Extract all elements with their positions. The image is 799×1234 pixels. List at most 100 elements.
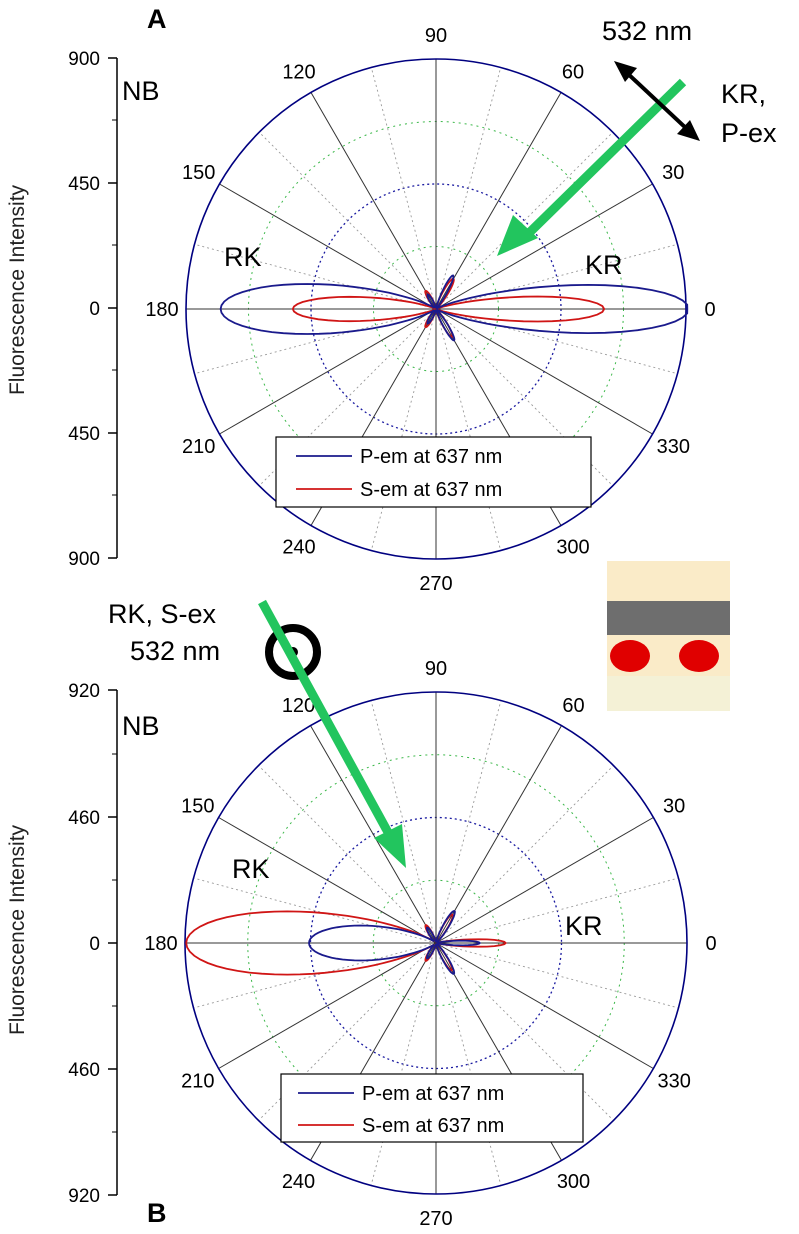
annotation-rk: RK: [224, 242, 262, 272]
radial-minor-line: [435, 308, 678, 375]
series-p-em: [219, 274, 689, 342]
angle-label-180: 180: [145, 299, 178, 321]
y-tick-label: 450: [68, 174, 100, 195]
annotation-kr: KR: [565, 911, 603, 941]
y-tick-label: 460: [68, 1060, 100, 1081]
radial-minor-line: [435, 942, 679, 1009]
polar-grid: [184, 691, 688, 1195]
radial-minor-line: [370, 67, 437, 310]
radial-line-330: [435, 942, 654, 1069]
radial-line-120: [310, 725, 437, 944]
schematic-particle: [610, 640, 650, 672]
angle-label-30: 30: [663, 796, 685, 818]
radial-minor-line: [435, 942, 614, 1121]
radial-line-120: [310, 92, 437, 310]
excitation-arrow-shaft: [524, 78, 687, 238]
radial-minor-line: [193, 942, 437, 1009]
angle-label-90: 90: [425, 658, 447, 680]
schematic-film-layer: [607, 601, 730, 635]
angle-label-30: 30: [662, 162, 684, 184]
y-tick-label: 0: [89, 934, 100, 955]
radial-line-150: [219, 183, 437, 310]
angle-label-150: 150: [181, 796, 214, 818]
y-tick-label: 900: [68, 549, 100, 570]
legend-box: [275, 436, 592, 508]
radial-minor-line: [435, 942, 502, 1186]
radial-minor-line: [258, 308, 437, 487]
sample-schematic: [607, 561, 730, 711]
excitation-label-kr: KR,: [721, 79, 766, 109]
excitation-wavelength: 532 nm: [602, 16, 692, 46]
radial-minor-line: [370, 308, 437, 551]
excitation-label-rk: RK, S-ex: [108, 599, 217, 629]
y-tick-label: 920: [68, 1186, 100, 1207]
radial-minor-line: [435, 67, 502, 310]
radial-line-150: [218, 817, 437, 944]
excitation-arrow-head: [497, 215, 538, 256]
excitation-wavelength: 532 nm: [130, 636, 220, 666]
y-tick-label: 900: [68, 49, 100, 70]
series-p-em: [308, 910, 482, 975]
legend-label-p-em: P-em at 637 nm: [360, 446, 502, 468]
angle-label-210: 210: [181, 1071, 214, 1093]
radial-minor-line: [194, 308, 437, 375]
sample-label: NB: [122, 76, 160, 106]
radial-line-210: [219, 308, 437, 435]
radial-line-30: [435, 183, 653, 310]
annotation-kr: KR: [585, 250, 623, 280]
radial-minor-line: [258, 131, 437, 310]
polar-outer-circle: [185, 58, 687, 560]
angle-label-90: 90: [425, 25, 447, 47]
angle-label-300: 300: [556, 536, 589, 558]
polarization-arrow: [624, 70, 690, 132]
angle-label-120: 120: [282, 695, 315, 717]
panel-b: B 920 460 0 460 920 Fluorescence Intensi…: [6, 599, 717, 1230]
radial-line-60: [435, 92, 562, 310]
legend-label-p-em: P-em at 637 nm: [362, 1083, 504, 1105]
angle-labels: 0 30 60 90 120 150 180 210 240 270 300 330: [144, 658, 716, 1230]
y-tick-label: 0: [89, 299, 100, 320]
panel-a: A 900 450 0 450 900 Fluorescence Intensi…: [6, 4, 777, 595]
y-axis-label: Fluorescence Intensity: [6, 824, 29, 1035]
angle-label-240: 240: [282, 536, 315, 558]
radial-line-330: [435, 308, 653, 435]
radial-minor-line: [370, 942, 437, 1186]
y-axis-label: Fluorescence Intensity: [6, 184, 29, 395]
s-polarization-symbol: [265, 624, 321, 680]
angle-label-0: 0: [705, 933, 716, 955]
angle-label-180: 180: [144, 933, 177, 955]
radial-minor-line: [193, 877, 437, 944]
angle-label-150: 150: [182, 162, 215, 184]
radial-line-60: [435, 725, 562, 944]
angle-label-120: 120: [282, 62, 315, 84]
angle-labels: 0 30 60 90 120 150 180 210 240 270 300 330: [145, 25, 715, 595]
angle-label-60: 60: [562, 62, 584, 84]
angle-label-270: 270: [419, 1208, 452, 1230]
excitation-label-pex: P-ex: [721, 118, 777, 148]
radial-minor-line: [435, 877, 679, 944]
panel-letter-a: A: [147, 4, 167, 34]
angle-label-240: 240: [282, 1171, 315, 1193]
radial-minor-line: [258, 942, 437, 1121]
polarization-arrow-head: [677, 120, 700, 141]
radial-minor-line: [435, 243, 678, 310]
angle-label-330: 330: [657, 436, 690, 458]
radial-minor-line: [258, 765, 437, 944]
schematic-bottom-layer: [607, 676, 730, 711]
polar-outer-circle: [184, 691, 688, 1195]
radial-minor-line: [435, 308, 502, 551]
radial-minor-line: [435, 700, 502, 944]
y-tick-label: 460: [68, 808, 100, 829]
angle-label-60: 60: [562, 695, 584, 717]
legend-label-s-em: S-em at 637 nm: [362, 1115, 504, 1137]
radial-minor-line: [435, 308, 614, 487]
sample-label: NB: [122, 711, 160, 741]
radial-minor-line: [435, 131, 614, 310]
angle-label-300: 300: [557, 1171, 590, 1193]
panel-letter-b: B: [147, 1198, 167, 1228]
legend-label-s-em: S-em at 637 nm: [360, 479, 502, 501]
polarization-arrow-head: [614, 61, 637, 82]
y-tick-label: 920: [68, 681, 100, 702]
y-tick-label: 450: [68, 424, 100, 445]
radial-minor-line: [370, 700, 437, 944]
